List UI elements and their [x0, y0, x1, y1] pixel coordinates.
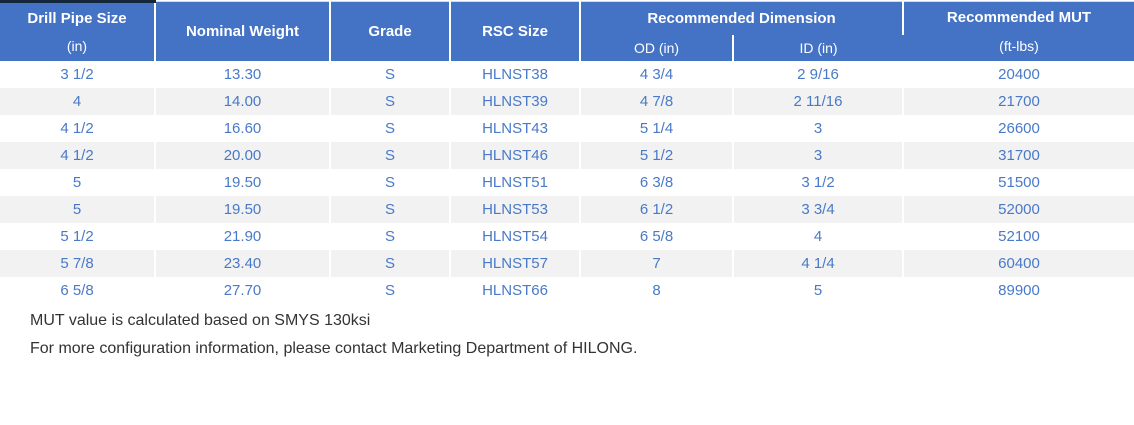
header-recommended-mut: Recommended MUT (ft-lbs): [903, 1, 1134, 61]
header-row-1: Drill Pipe Size (in) Nominal Weight Grad…: [0, 0, 1134, 61]
table-cell: 23.40: [155, 249, 331, 277]
header-row-2: OD (in) ID (in): [0, 34, 1134, 61]
table-cell: 6 5/8: [0, 276, 156, 304]
table-cell: 19.50: [155, 195, 331, 223]
footnote-contact: For more configuration information, plea…: [30, 339, 638, 357]
table-body: 3 1/2 13.30 S HLNST38 4 3/4 2 9/16 20400…: [0, 60, 1134, 304]
table-cell: HLNST54: [450, 222, 581, 250]
table-cell: 3 1/2: [733, 168, 904, 196]
table-cell: HLNST39: [450, 87, 581, 115]
table-cell: 4: [733, 222, 904, 250]
table-row: 4 14.00 S HLNST39 4 7/8 2 11/16 21700: [0, 87, 1134, 115]
table-cell: S: [330, 276, 451, 304]
table-cell: 4 1/4: [733, 249, 904, 277]
table-cell: 31700: [903, 141, 1134, 169]
table-cell: 89900: [903, 276, 1134, 304]
header-id: ID (in): [733, 34, 903, 61]
table-row: 6 5/8 27.70 S HLNST66 8 5 89900: [0, 276, 1134, 304]
table-cell: S: [330, 222, 451, 250]
table-cell: 5: [0, 168, 156, 196]
table-cell: S: [330, 195, 451, 223]
table-cell: HLNST53: [450, 195, 581, 223]
table-cell: HLNST43: [450, 114, 581, 142]
table-cell: 5 7/8: [0, 249, 156, 277]
table-cell: 2 9/16: [733, 60, 904, 88]
table-cell: 6 5/8: [580, 222, 734, 250]
table-row: 4 1/2 16.60 S HLNST43 5 1/4 3 26600: [0, 114, 1134, 142]
table-cell: 51500: [903, 168, 1134, 196]
table-cell: 60400: [903, 249, 1134, 277]
header-od: OD (in): [580, 34, 734, 61]
table-cell: 20400: [903, 60, 1134, 88]
header-rsc-size: RSC Size: [450, 1, 581, 61]
table-cell: HLNST66: [450, 276, 581, 304]
footnote-mut-basis: MUT value is calculated based on SMYS 13…: [30, 311, 371, 329]
table-cell: 5 1/4: [580, 114, 734, 142]
table-cell: 2 11/16: [733, 87, 904, 115]
table-header: Drill Pipe Size (in) Nominal Weight Grad…: [0, 0, 1134, 61]
table-cell: 13.30: [155, 60, 331, 88]
table-cell: S: [330, 168, 451, 196]
table-cell: 16.60: [155, 114, 331, 142]
table-cell: 3: [733, 141, 904, 169]
table-row: 4 1/2 20.00 S HLNST46 5 1/2 3 31700: [0, 141, 1134, 169]
header-recommended-dimension: Recommended Dimension: [580, 1, 904, 35]
table-cell: S: [330, 141, 451, 169]
table-cell: 3 3/4: [733, 195, 904, 223]
table-cell: 52100: [903, 222, 1134, 250]
table-cell: S: [330, 114, 451, 142]
table-cell: 4 1/2: [0, 114, 156, 142]
table-cell: HLNST57: [450, 249, 581, 277]
table-cell: 5: [0, 195, 156, 223]
table-cell: 6 3/8: [580, 168, 734, 196]
table-cell: 4 7/8: [580, 87, 734, 115]
table-row: 3 1/2 13.30 S HLNST38 4 3/4 2 9/16 20400: [0, 60, 1134, 88]
table-cell: 3 1/2: [0, 60, 156, 88]
header-nominal-weight: Nominal Weight: [155, 1, 331, 61]
table-row: 5 7/8 23.40 S HLNST57 7 4 1/4 60400: [0, 249, 1134, 277]
drill-pipe-spec-table: Drill Pipe Size (in) Nominal Weight Grad…: [0, 0, 1134, 304]
table-row: 5 19.50 S HLNST51 6 3/8 3 1/2 51500: [0, 168, 1134, 196]
table-row: 5 1/2 21.90 S HLNST54 6 5/8 4 52100: [0, 222, 1134, 250]
footnotes: MUT value is calculated based on SMYS 13…: [30, 311, 1134, 358]
table-cell: 5 1/2: [580, 141, 734, 169]
header-drill-pipe-size: Drill Pipe Size (in): [0, 0, 156, 61]
table-cell: 52000: [903, 195, 1134, 223]
table-cell: 4 1/2: [0, 141, 156, 169]
table-cell: 4 3/4: [580, 60, 734, 88]
table-cell: 27.70: [155, 276, 331, 304]
table-cell: HLNST46: [450, 141, 581, 169]
table-cell: 3: [733, 114, 904, 142]
table-row: 5 19.50 S HLNST53 6 1/2 3 3/4 52000: [0, 195, 1134, 223]
table-cell: 20.00: [155, 141, 331, 169]
table-cell: 26600: [903, 114, 1134, 142]
table-cell: S: [330, 249, 451, 277]
header-grade: Grade: [330, 1, 451, 61]
table-cell: S: [330, 87, 451, 115]
table-cell: HLNST38: [450, 60, 581, 88]
table-cell: 14.00: [155, 87, 331, 115]
table-cell: S: [330, 60, 451, 88]
table-cell: 21.90: [155, 222, 331, 250]
table-cell: 5 1/2: [0, 222, 156, 250]
table-cell: 7: [580, 249, 734, 277]
table-cell: 4: [0, 87, 156, 115]
header-drill-pipe-size-label: Drill Pipe Size: [27, 9, 127, 27]
header-recommended-mut-unit: (ft-lbs): [999, 37, 1039, 54]
table-cell: 8: [580, 276, 734, 304]
header-recommended-mut-label: Recommended MUT: [946, 9, 1092, 26]
header-drill-pipe-size-unit: (in): [66, 38, 88, 54]
table-cell: 19.50: [155, 168, 331, 196]
table-cell: 21700: [903, 87, 1134, 115]
table-cell: HLNST51: [450, 168, 581, 196]
table-cell: 5: [733, 276, 904, 304]
table-cell: 6 1/2: [580, 195, 734, 223]
